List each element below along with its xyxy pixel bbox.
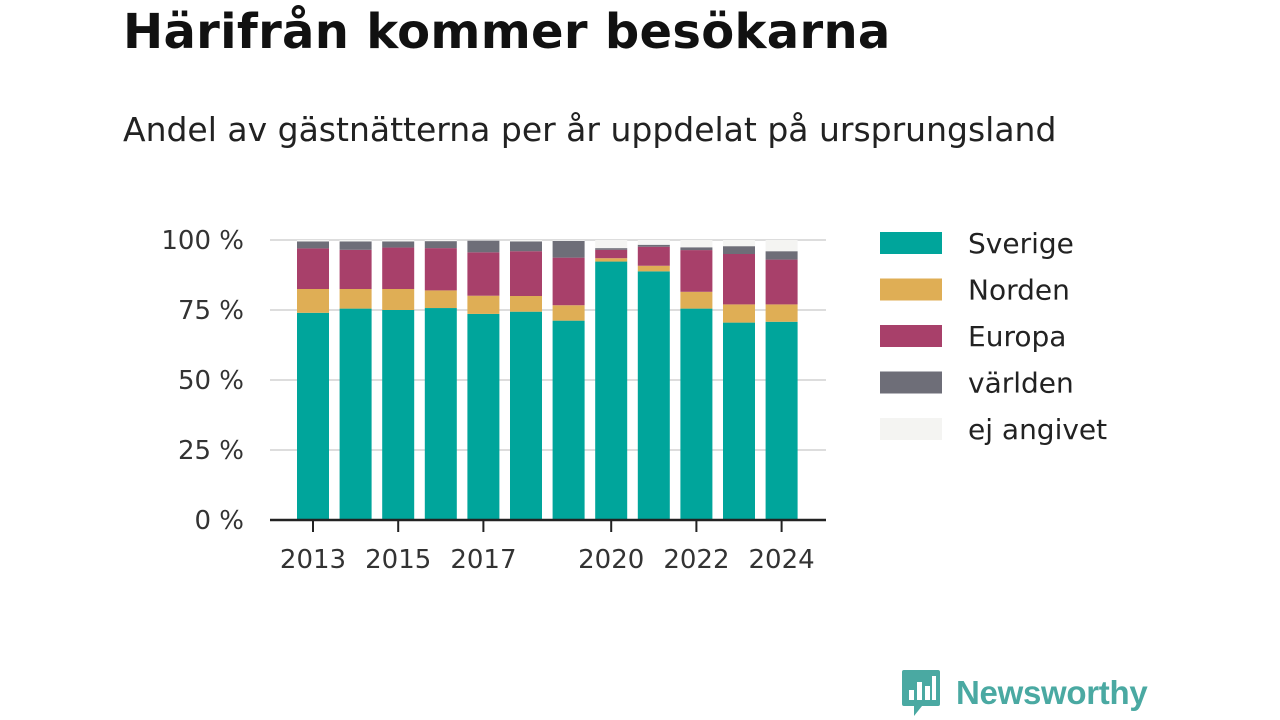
bar-segment: Sverige 2015: 75 [382,310,415,520]
bar-segment: Europa 2015: 14.8 [382,247,415,289]
bar-segment: ej angivet 2018: 0.5 [510,240,542,242]
bar-segment: Norden 2024: 6.2 [765,304,798,322]
bar-segment: världen 2020: 0.6 [595,248,628,250]
legend-swatch [880,325,942,347]
legend-swatch [880,278,942,301]
bar-segment: Europa 2019: 17 [552,257,585,306]
x-tick-label: 2024 [749,545,815,575]
bar-segment: Sverige 2024: 70.8 [765,321,798,520]
bar-segment: Norden 2021: 2 [637,265,670,272]
bar-segment: världen 2021: 0.7 [637,244,670,247]
newsworthy-logo-icon [902,670,940,716]
bar-segment: Norden 2020: 1.2 [595,258,628,262]
x-tick-label: 2013 [280,545,346,575]
bar-segment: Sverige 2013: 74 [297,312,329,520]
y-tick-label: 75 % [178,296,244,326]
bar-segment: Norden 2019: 5.5 [552,305,585,321]
bar-segment: Europa 2017: 15.5 [467,252,500,296]
x-tick-label: 2017 [450,545,516,575]
bar-segment: Sverige 2019: 71.2 [552,320,585,520]
chart-title: Härifrån kommer besökarna [123,4,891,60]
y-tick-label: 0 % [194,506,244,536]
y-tick-label: 25 % [178,436,244,466]
bar-segment: världen 2013: 2.5 [297,241,329,249]
bar-segment: ej angivet 2021: 1.7 [637,240,670,245]
bar-segment: världen 2015: 2.2 [382,241,415,248]
y-tick-label: 50 % [178,366,244,396]
bar-segment: världen 2017: 4.2 [467,240,500,253]
bar-segment: Sverige 2016: 75.7 [424,308,457,520]
bar-segment: ej angivet 2016: 0.4 [424,240,457,242]
legend-swatch [880,371,942,394]
legend-swatch [880,418,942,440]
bar-segment: Europa 2018: 16 [510,251,542,296]
bar-segment: Norden 2016: 6.3 [424,290,457,309]
bar-segment: Europa 2013: 14.5 [297,248,329,289]
bar-segment: Sverige 2022: 75.5 [680,308,713,520]
bar-segment: världen 2019: 6 [552,240,585,258]
bar-segment: Sverige 2014: 75.5 [339,308,372,520]
bar-segment: Sverige 2021: 88.8 [637,271,670,520]
bar-segment: Europa 2021: 6.8 [637,246,670,266]
legend-label: världen [968,367,1074,400]
bar-segment: ej angivet 2014: 0.5 [339,240,372,242]
bar-segment: Norden 2022: 6 [680,291,713,309]
brand-logo: Newsworthy [900,668,1148,718]
x-tick-label: 2020 [578,545,644,575]
legend-label: ej angivet [968,413,1107,446]
bar-segment: Europa 2024: 16 [765,259,798,305]
legend-label: Norden [968,274,1070,307]
bar-segment: världen 2018: 3.5 [510,241,542,252]
bar-segment: världen 2023: 2.8 [723,246,755,254]
legend-swatch [880,232,942,254]
x-tick-label: 2022 [663,545,729,575]
bar-segment: Norden 2014: 7 [339,289,372,309]
bar-segment: Sverige 2018: 74.4 [510,311,542,520]
bar-segment: Europa 2016: 15.1 [424,248,457,291]
bar-segment: Norden 2018: 5.6 [510,296,542,312]
bar-segment: Sverige 2017: 73.6 [467,313,500,520]
bar-segment: Norden 2015: 7.5 [382,289,415,310]
bar-segment: Norden 2023: 6.5 [723,304,755,323]
bar-segment: Europa 2022: 14.9 [680,250,713,292]
bar-segment: Europa 2023: 18 [723,254,755,305]
chart-subtitle: Andel av gästnätterna per år uppdelat på… [123,110,1057,149]
bar-segment: Europa 2020: 3 [595,249,628,259]
bar-segment: ej angivet 2023: 2.2 [723,240,755,247]
bar-segment: ej angivet 2013: 0.5 [297,240,329,242]
bar-segment: Sverige 2023: 70.5 [723,322,755,520]
bar-segment: ej angivet 2017: 0.2 [467,240,500,241]
bar-segment: ej angivet 2020: 2.9 [595,240,628,249]
legend-label: Sverige [968,227,1074,260]
bar-segment: Sverige 2020: 92.3 [595,261,628,520]
bar-segment: världen 2024: 3 [765,251,798,260]
bar-segment: Norden 2013: 8.5 [297,289,329,313]
x-tick-label: 2015 [365,545,431,575]
legend-label: Europa [968,320,1066,353]
bar-segment: världen 2014: 3 [339,241,372,250]
bar-segment: ej angivet 2022: 2.6 [680,240,713,248]
y-tick-label: 100 % [161,226,244,256]
bar-segment: ej angivet 2024: 4 [765,240,798,252]
brand-name: Newsworthy [956,674,1148,711]
bar-segment: Europa 2014: 14 [339,249,372,289]
bar-segment: Norden 2017: 6.5 [467,295,500,314]
bar-segment: världen 2016: 2.5 [424,241,457,249]
bar-segment: ej angivet 2019: 0.3 [552,240,585,241]
bar-segment: ej angivet 2015: 0.5 [382,240,415,242]
bar-segment: världen 2022: 1 [680,247,713,251]
